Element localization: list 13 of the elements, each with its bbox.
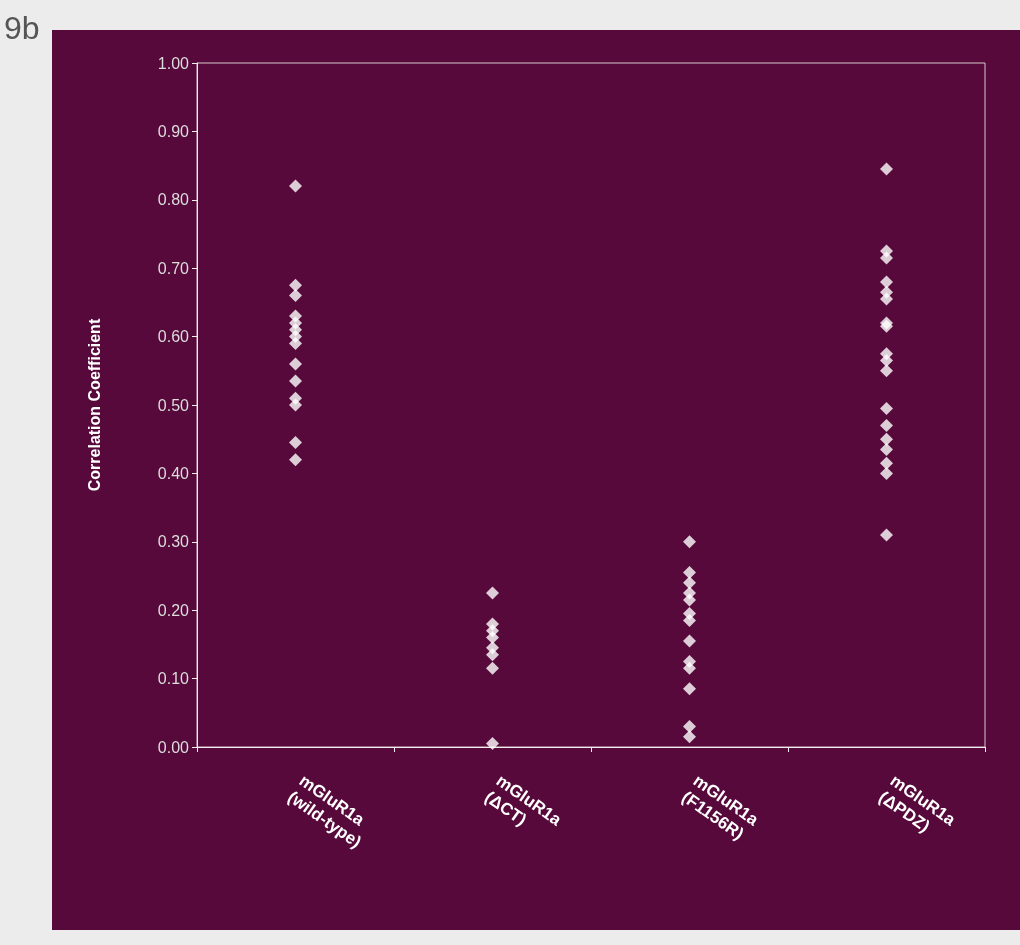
y-tick-label: 0.30 (157, 533, 190, 551)
y-tick-label: 0.50 (157, 396, 190, 414)
y-tick-label: 0.80 (157, 191, 190, 209)
text: 9b (4, 10, 40, 47)
y-tick-label: 0.40 (157, 464, 190, 482)
y-tick-label: 0.70 (157, 259, 190, 277)
y-tick-label: 0.20 (157, 601, 190, 619)
y-axis-title: Correlation Coefficient (85, 318, 103, 492)
y-tick-label: 0.10 (157, 670, 190, 688)
y-tick-label: 0.00 (157, 738, 190, 756)
y-tick-label: 1.00 (157, 54, 190, 72)
y-tick-label: 0.60 (157, 328, 190, 346)
y-tick-label: 0.90 (157, 122, 190, 140)
